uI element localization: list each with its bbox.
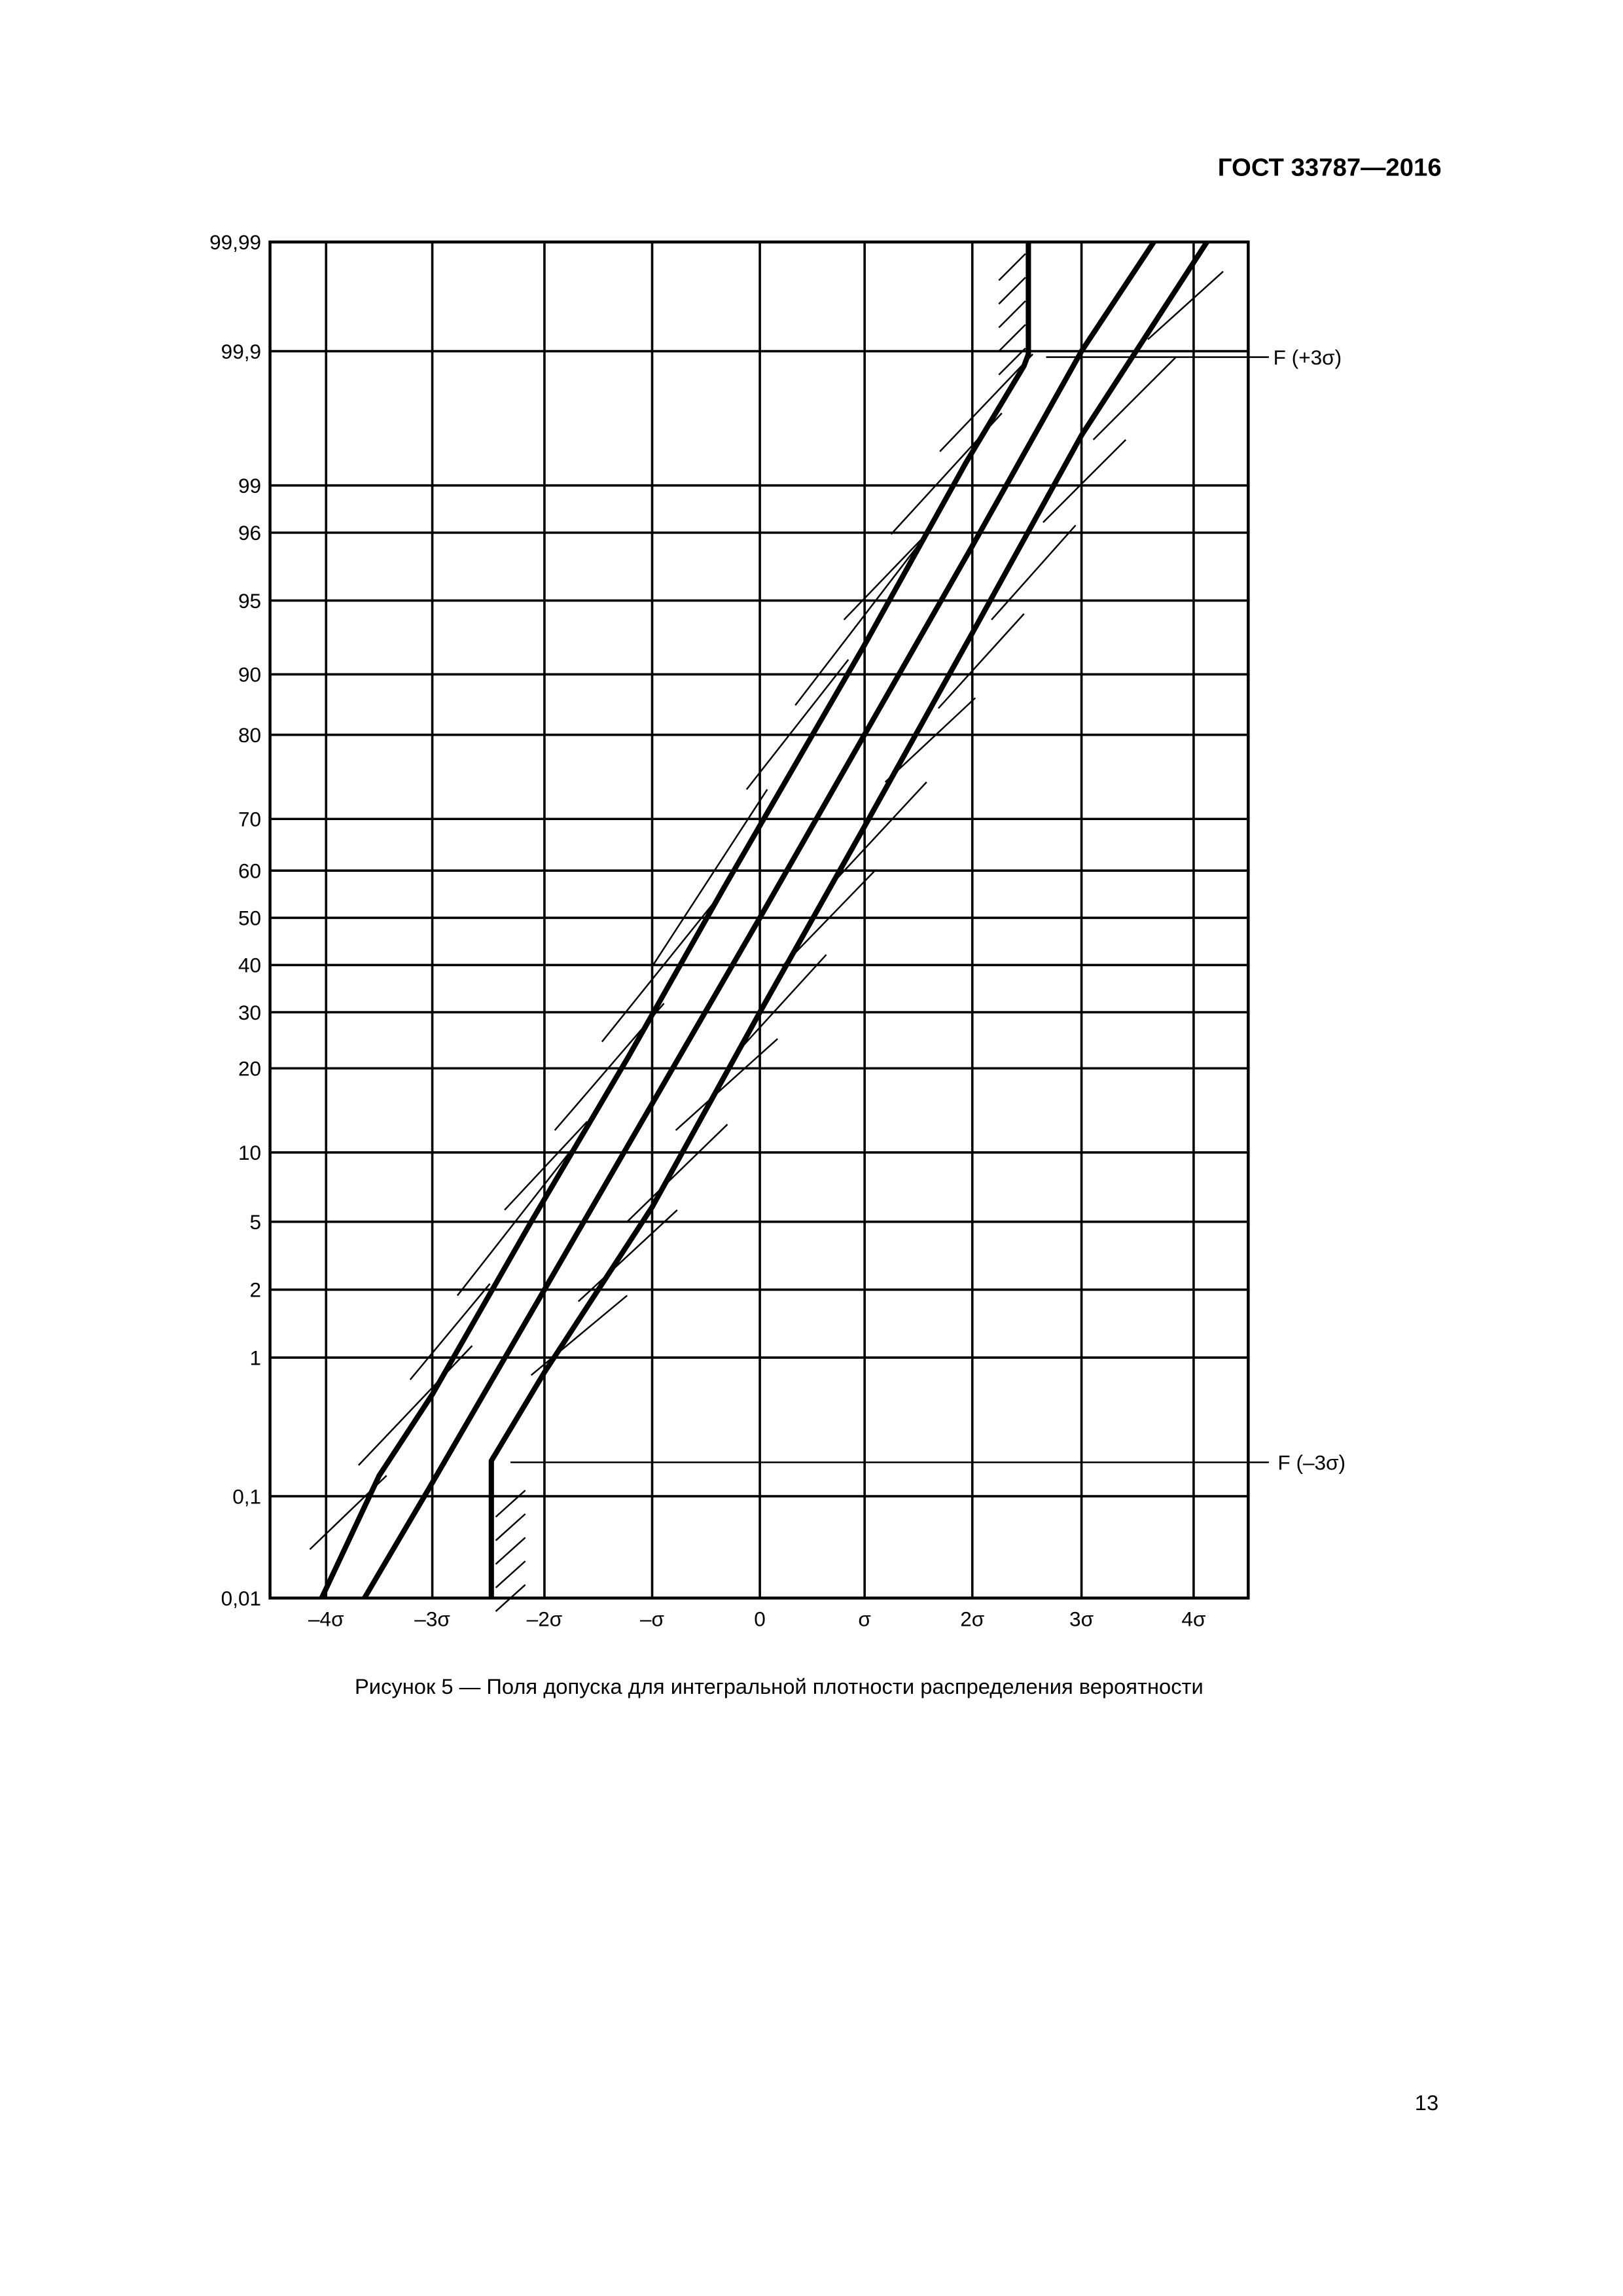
y-tick-label: 99,99: [209, 230, 261, 254]
hatch-stroke: [495, 1560, 526, 1588]
hatch-line: [843, 539, 921, 620]
hatch-stroke: [495, 1584, 526, 1612]
hatch-line: [732, 954, 827, 1058]
page-number: 13: [1415, 2090, 1438, 2115]
hatch-stroke: [998, 300, 1026, 329]
curve-center: [362, 240, 1156, 1600]
annotation: F (+3σ): [1274, 346, 1342, 369]
figure-caption: Рисунок 5 — Поля допуска для интегрально…: [355, 1674, 1204, 1698]
curve-lower-bound: [319, 242, 1031, 1600]
y-tick-label: 1: [250, 1346, 262, 1369]
hatch-line: [1147, 270, 1224, 340]
y-tick-label: 99: [238, 474, 261, 497]
y-tick-label: 60: [238, 859, 261, 882]
x-tick-label: 2σ: [960, 1607, 984, 1630]
hatch-line: [456, 1138, 581, 1297]
y-tick-label: 30: [238, 1001, 261, 1024]
x-tick-label: 0: [754, 1607, 766, 1630]
hatch-line: [794, 539, 923, 706]
hatch-stroke: [998, 276, 1026, 305]
y-tick-label: 5: [250, 1210, 262, 1234]
y-tick-label: 20: [238, 1057, 261, 1081]
y-tick-label: 95: [238, 589, 261, 613]
x-tick-label: 3σ: [1069, 1607, 1094, 1630]
hatch-stroke: [998, 253, 1026, 281]
hatch-line: [651, 789, 768, 967]
hatch-line: [830, 781, 927, 886]
hatch-line: [357, 1345, 473, 1466]
hatch-line: [601, 890, 724, 1043]
hatch-line: [409, 1283, 491, 1380]
hatch-line: [1043, 439, 1127, 523]
hatch-line: [991, 524, 1077, 620]
y-tick-label: 90: [238, 663, 261, 687]
x-tick-label: –4σ: [308, 1607, 344, 1630]
x-tick-label: –σ: [640, 1607, 664, 1630]
x-tick-label: 4σ: [1181, 1607, 1205, 1630]
hatch-stroke: [495, 1513, 526, 1541]
hatch-stroke: [495, 1537, 526, 1565]
y-tick-label: 70: [238, 808, 261, 831]
hatch-line: [577, 1209, 678, 1302]
y-tick-label: 0,1: [232, 1484, 261, 1508]
curve-upper-bound: [488, 240, 1209, 1598]
x-tick-label: –2σ: [527, 1607, 563, 1630]
x-tick-label: σ: [858, 1607, 870, 1630]
hatch-line: [530, 1295, 628, 1376]
hatch-line: [1092, 356, 1177, 440]
hatch-line: [939, 353, 1034, 452]
hatch-stroke: [998, 348, 1026, 376]
y-tick-label: 40: [238, 954, 261, 977]
hatch-line: [675, 1038, 778, 1131]
y-tick-label: 96: [238, 521, 261, 545]
axis-labels: 99,99 99,9 99 96 95 90 80 70 60 50 40 30 20 10 5 2 1 0,1 0…: [209, 230, 1205, 1630]
hatch-line: [745, 658, 849, 790]
y-tick-label: 50: [238, 906, 261, 930]
hatch-line: [504, 1121, 588, 1211]
x-tick-label: –3σ: [414, 1607, 450, 1630]
hatch-stroke: [495, 1490, 526, 1518]
y-tick-label: 2: [250, 1278, 262, 1302]
hatch-line: [626, 1124, 728, 1223]
hatch-stroke: [998, 324, 1026, 352]
hatch-line: [937, 613, 1025, 709]
y-tick-label: 99,9: [221, 340, 261, 363]
header-title: ГОСТ 33787—2016: [1218, 153, 1442, 181]
annotation: F (–3σ): [1277, 1450, 1346, 1474]
y-tick-label: 80: [238, 723, 261, 747]
y-tick-label: 0,01: [221, 1587, 261, 1610]
y-tick-label: 10: [238, 1141, 261, 1164]
hatch-line: [884, 697, 976, 783]
